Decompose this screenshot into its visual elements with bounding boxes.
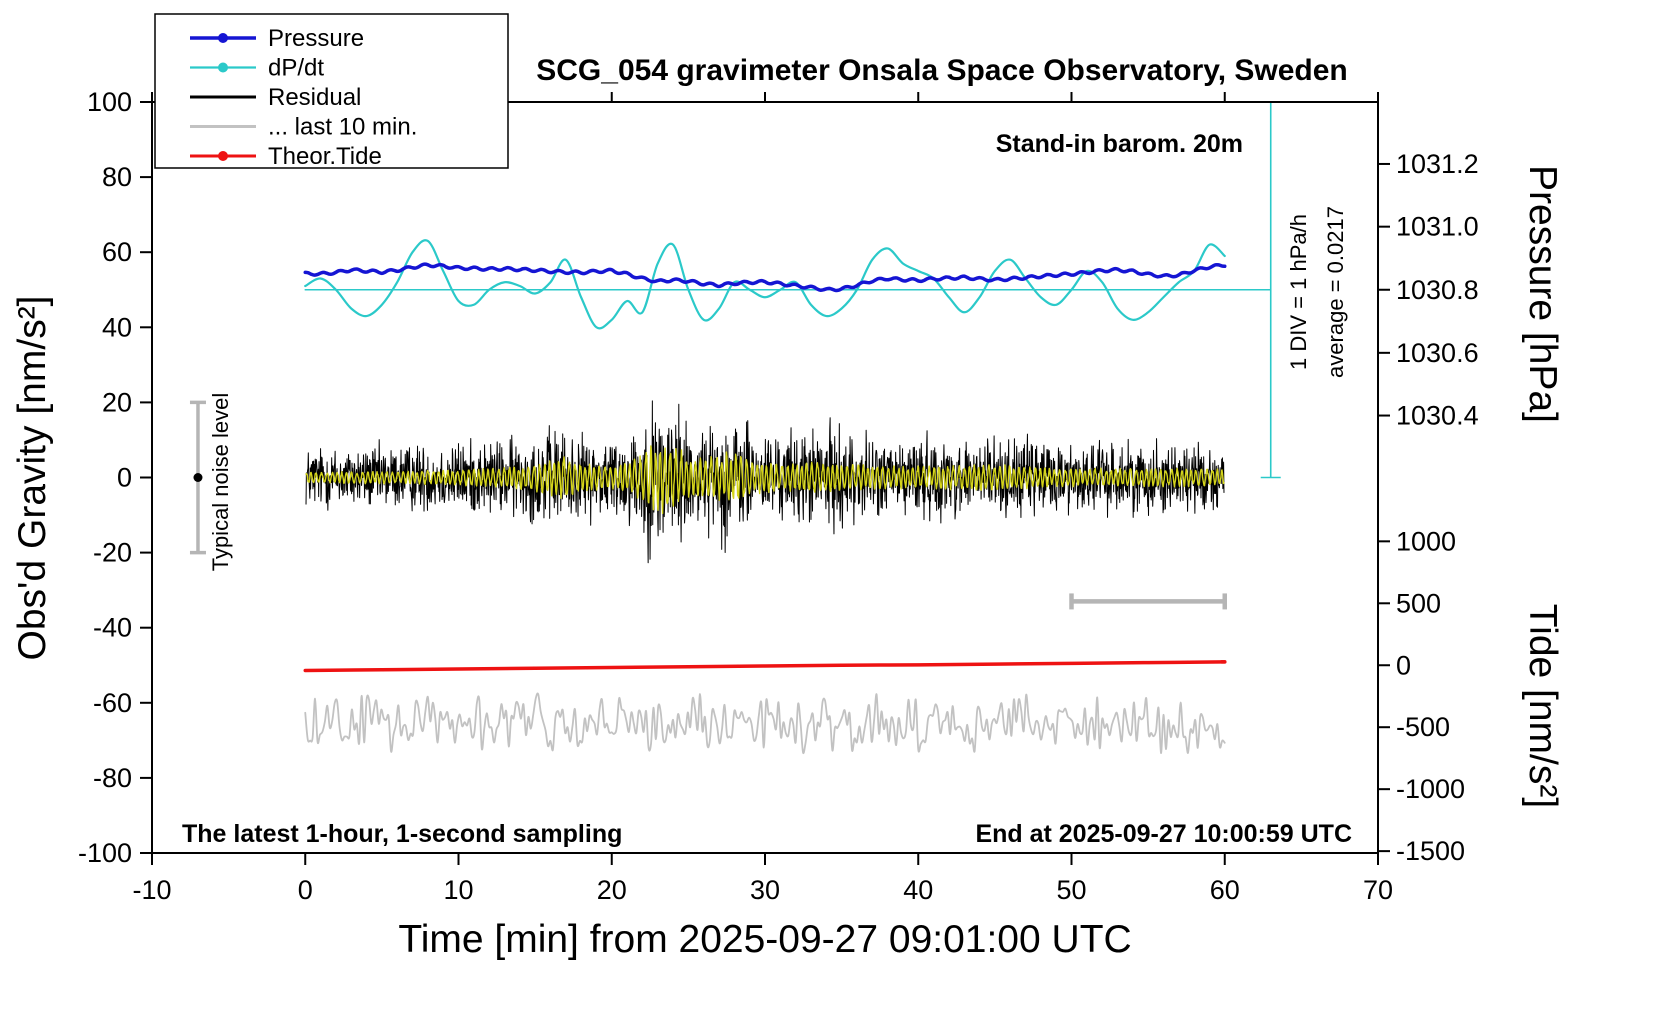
- x-tick-label: 40: [903, 875, 933, 905]
- y-axis-label-gravity: Obs'd Gravity [nm/s²]: [11, 295, 54, 660]
- noise-level-dot: [193, 473, 203, 482]
- y-tick-label: -40: [93, 613, 132, 643]
- annotation-sampling: The latest 1-hour, 1-second sampling: [182, 820, 622, 848]
- chart-title: SCG_054 gravimeter Onsala Space Observat…: [536, 54, 1348, 87]
- y-tick-label: -20: [93, 538, 132, 568]
- annotation-average: average = 0.0217: [1323, 206, 1348, 378]
- y-axis-label-pressure: Pressure [hPa]: [1521, 165, 1564, 423]
- series-residual-filtered: [305, 445, 1225, 515]
- annotation-div-scale: 1 DIV = 1 hPa/h: [1286, 214, 1311, 370]
- y-tick-label: -60: [93, 688, 132, 718]
- legend-marker-theor-tide: [218, 151, 228, 161]
- pressure-tick-label: 1030.8: [1396, 275, 1479, 305]
- y-tick-label: 80: [102, 162, 132, 192]
- y-tick-label: 40: [102, 312, 132, 342]
- annotation-barometer: Stand-in barom. 20m: [996, 130, 1243, 158]
- x-tick-label: -10: [132, 875, 171, 905]
- y-tick-label: -100: [78, 838, 132, 868]
- y-tick-label: 100: [87, 87, 132, 117]
- tide-tick-label: -500: [1396, 712, 1450, 742]
- series-dpdt: [304, 239, 1226, 330]
- legend-label-theor-tide: Theor.Tide: [268, 143, 382, 170]
- x-tick-label: 30: [750, 875, 780, 905]
- labels-layer: SCG_054 gravimeter Onsala Space Observat…: [11, 54, 1564, 961]
- y-tick-label: 20: [102, 387, 132, 417]
- pressure-tick-label: 1031.2: [1396, 149, 1479, 179]
- pressure-tick-label: 1030.4: [1396, 401, 1479, 431]
- annotation-noise-level: Typical noise level: [208, 393, 233, 572]
- tide-tick-label: 0: [1396, 650, 1411, 680]
- tide-tick-label: -1500: [1396, 836, 1465, 866]
- x-tick-label: 70: [1363, 875, 1393, 905]
- series-theor-tide: [303, 660, 1227, 673]
- y-tick-label: -80: [93, 763, 132, 793]
- axes-layer: -10 0 10 20 30 40 50 60 70-100-80-60-40-20020406…: [78, 87, 1479, 905]
- series-pressure: [303, 262, 1227, 293]
- tide-tick-label: 500: [1396, 588, 1441, 618]
- x-tick-label: 50: [1056, 875, 1086, 905]
- series-layer: [303, 239, 1272, 755]
- pressure-tick-label: 1031.0: [1396, 212, 1479, 242]
- legend-label-residual: Residual: [268, 84, 361, 111]
- x-tick-label: 60: [1210, 875, 1240, 905]
- legend-marker-pressure: [218, 33, 228, 43]
- legend-label-dpdt: dP/dt: [268, 55, 324, 82]
- x-axis-label: Time [min] from 2025-09-27 09:01:00 UTC: [398, 918, 1131, 961]
- legend-marker-dpdt: [218, 62, 228, 73]
- series-last10: [304, 692, 1226, 755]
- legend-label-last10: ... last 10 min.: [268, 114, 417, 141]
- annotation-end-time: End at 2025-09-27 10:00:59 UTC: [975, 820, 1352, 848]
- tide-tick-label: -1000: [1396, 774, 1465, 804]
- y-axis-label-tide: Tide [nm/s²]: [1521, 604, 1564, 808]
- legend-label-pressure: Pressure: [268, 25, 364, 52]
- y-tick-label: 0: [117, 463, 132, 493]
- x-tick-label: 0: [298, 875, 313, 905]
- x-tick-label: 20: [597, 875, 627, 905]
- scalebar-layer: [189, 101, 1281, 610]
- tide-tick-label: 1000: [1396, 526, 1456, 556]
- x-tick-label: 10: [443, 875, 473, 905]
- pressure-tick-label: 1030.6: [1396, 338, 1479, 368]
- y-tick-label: 60: [102, 237, 132, 267]
